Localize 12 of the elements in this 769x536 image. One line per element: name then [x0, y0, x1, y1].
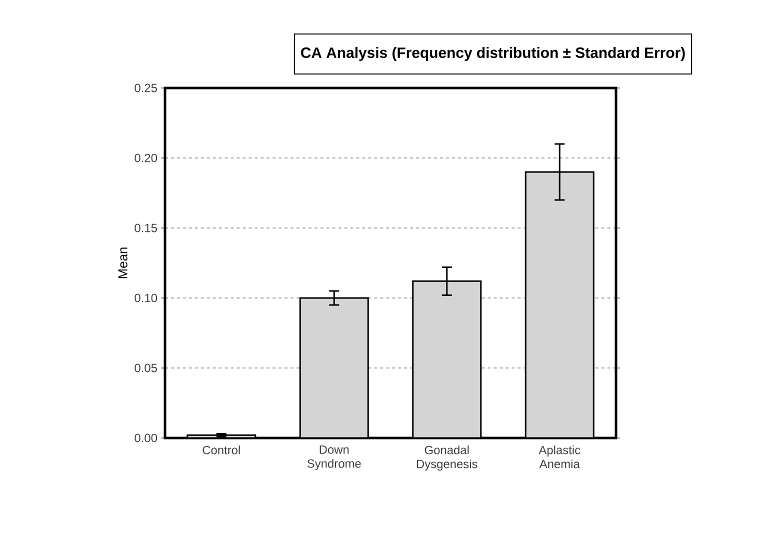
y-tick-label: 0.00 [134, 434, 158, 442]
y-tick-label: 0.15 [134, 224, 157, 232]
y-tick-label: 0.05 [134, 364, 157, 372]
x-tick-label: Down Syndrome [307, 446, 361, 470]
x-tick-label: Control [202, 446, 240, 454]
y-tick-label: 0.20 [134, 154, 158, 162]
chart-title: CA Analysis (Frequency distribution ± Standard Error) [301, 47, 685, 61]
y-axis-title: Mean [118, 248, 128, 278]
x-tick-label: Aplastic Anemia [538, 446, 580, 468]
y-tick-label: 0.10 [134, 294, 158, 302]
x-tick-label: Gonadal Dysgenesis [416, 446, 478, 471]
y-tick-label: 0.25 [134, 84, 157, 92]
